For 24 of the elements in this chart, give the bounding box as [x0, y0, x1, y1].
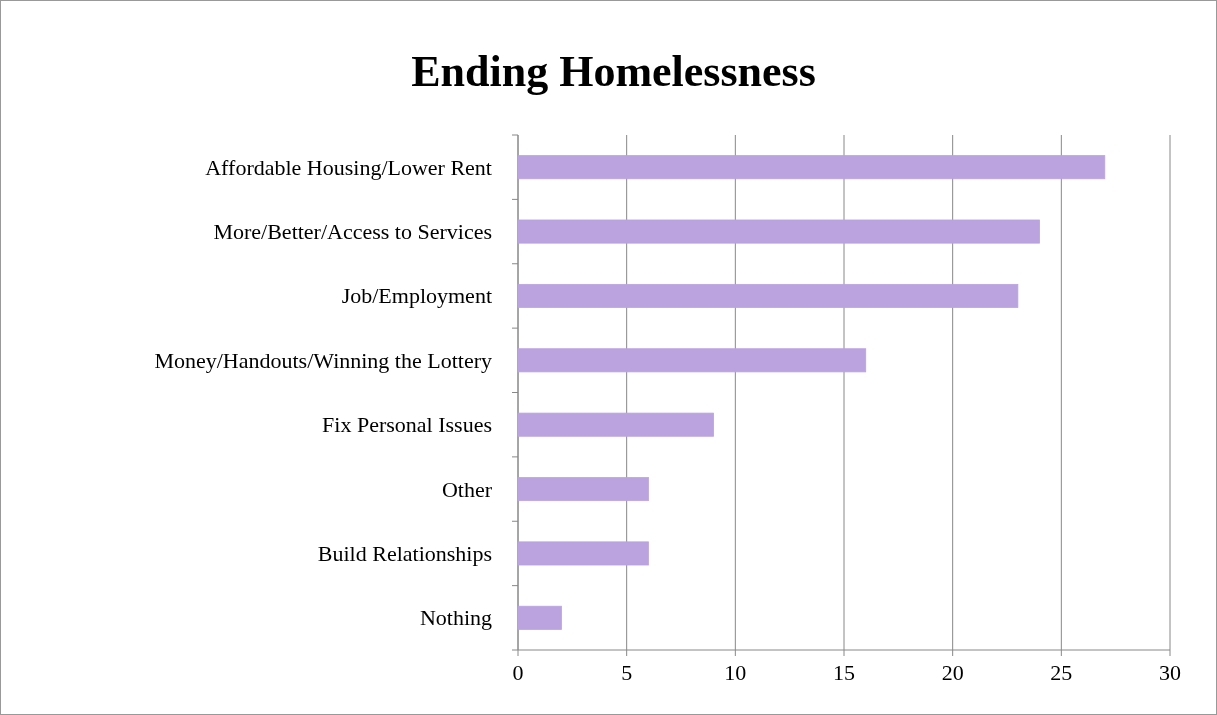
x-tick-label: 10: [724, 660, 747, 685]
y-tick-label: More/Better/Access to Services: [213, 219, 492, 245]
x-tick-label: 25: [1050, 660, 1073, 685]
bar: [517, 412, 714, 437]
y-tick-label: Build Relationships: [317, 540, 492, 566]
y-tick-label: Affordable Housing/Lower Rent: [205, 154, 492, 180]
x-tick-label: 30: [1159, 660, 1181, 685]
y-tick-label: Money/Handouts/Winning the Lottery: [154, 347, 492, 373]
y-tick-label: Fix Personal Issues: [322, 412, 492, 438]
bar: [517, 605, 562, 630]
x-tick-label: 0: [512, 660, 524, 685]
bar: [517, 541, 649, 566]
y-tick-label: Nothing: [419, 605, 492, 631]
bar: [517, 348, 867, 373]
bar: [517, 477, 649, 502]
x-tick-label: 15: [833, 660, 855, 685]
y-tick-label: Other: [441, 476, 493, 502]
bar: [517, 155, 1106, 180]
bar: [517, 283, 1019, 308]
x-tick-label: 20: [941, 660, 964, 685]
bar: [517, 219, 1040, 244]
chart-title: Ending Homelessness: [411, 47, 816, 96]
x-tick-label: 5: [621, 660, 633, 685]
y-tick-label: Job/Employment: [341, 283, 492, 309]
